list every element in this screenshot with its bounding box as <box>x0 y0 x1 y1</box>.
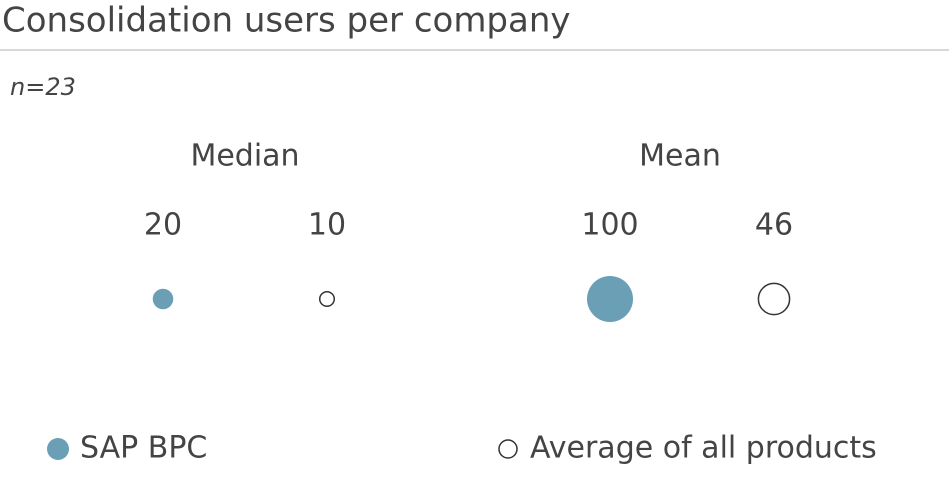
value-label: 10 <box>308 208 346 243</box>
bubble <box>152 288 174 310</box>
value-label: 20 <box>144 208 182 243</box>
bubble <box>587 276 633 322</box>
legend-label: SAP BPC <box>80 431 207 466</box>
bubble <box>757 282 791 316</box>
chart-title: Consolidation users per company <box>2 1 571 41</box>
group-label: Median <box>190 139 299 174</box>
subtitle: n=23 <box>10 73 76 101</box>
bubble <box>318 290 336 308</box>
legend-marker <box>498 439 518 459</box>
value-label: 100 <box>581 208 638 243</box>
legend-label: Average of all products <box>530 431 877 466</box>
value-label: 46 <box>755 208 793 243</box>
legend-marker <box>47 438 69 460</box>
group-label: Mean <box>639 139 721 174</box>
